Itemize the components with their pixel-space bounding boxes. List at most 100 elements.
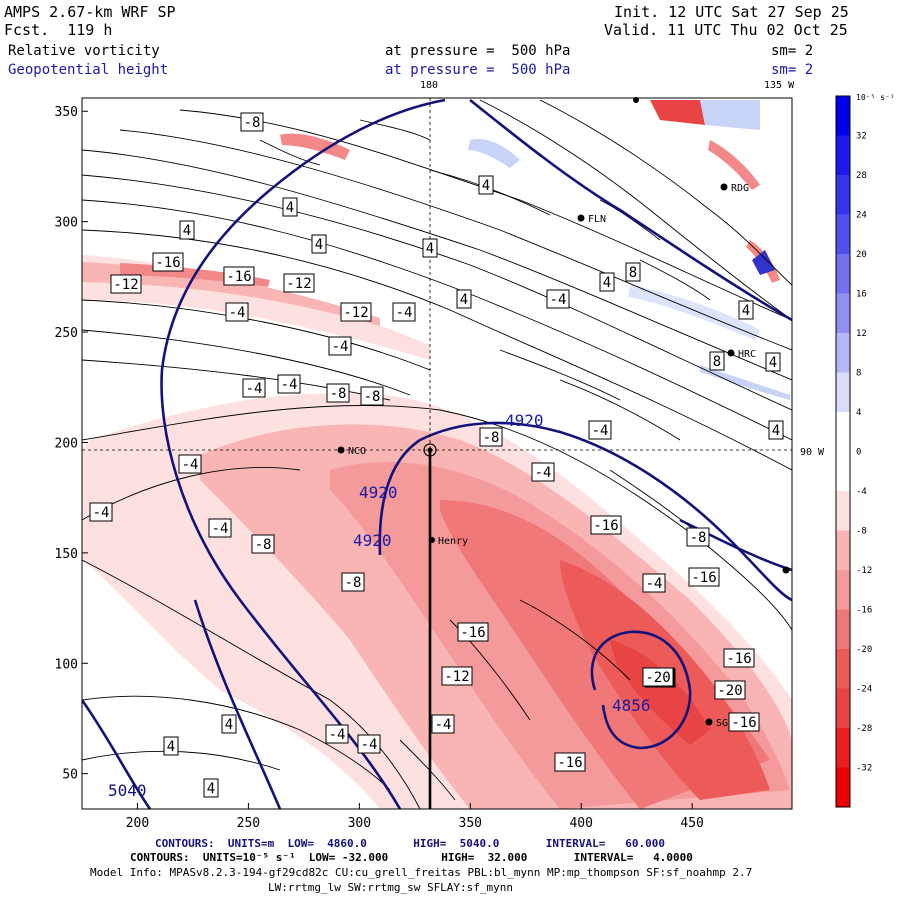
vorticity-label: -8 [251,534,275,554]
valid-time: Valid. 11 UTC Thu 02 Oct 25 [604,21,848,39]
vorticity-label: 4 [765,352,781,372]
svg-text:-4: -4 [435,717,452,733]
y-axis: 50 100 150 200 250 300 350 [55,105,88,783]
station-marker-fln [577,214,585,222]
colorbar-swatch [836,491,850,531]
svg-text:-16: -16 [731,715,756,731]
vorticity-label: -4 [531,462,555,482]
height-label: 4920 [505,411,544,430]
vorticity-label: -8 [686,527,710,547]
vorticity-label: 4 [738,300,754,320]
colorbar-tick-label: 28 [856,171,867,181]
colorbar-tick-label: -24 [856,685,872,695]
field2-label: Geopotential height [8,62,169,78]
svg-text:8: 8 [629,265,637,281]
colorbar-swatch [836,293,850,334]
colorbar-swatch [836,451,850,492]
colorbar-tick-label: 32 [856,132,867,142]
colorbar-tick-label: 12 [856,329,867,339]
svg-text:4: 4 [315,237,323,253]
colorbar-tick-label: 4 [856,408,861,418]
colorbar-swatch [836,333,850,373]
station-label-rdg: RDG [731,183,749,194]
height-label: 4920 [353,531,392,550]
colorbar-swatch [836,688,850,729]
svg-text:-4: -4 [329,727,346,743]
vorticity-label: -4 [277,374,301,394]
level2-label: at pressure = 500 hPa [385,62,571,78]
colorbar-tick-label: -20 [856,645,872,655]
svg-text:-4: -4 [281,377,298,393]
svg-text:-8: -8 [483,430,500,446]
vorticity-shading [82,98,792,809]
vorticity-label: -16 [554,752,586,772]
height-contours [82,98,792,809]
footer-vorticity-contours: CONTOURS: UNITS=10⁻⁵ s⁻¹ LOW= -32.000 HI… [130,851,693,864]
svg-text:4: 4 [482,178,490,194]
svg-text:4: 4 [225,717,233,733]
svg-text:4: 4 [207,781,215,797]
x-tick-label: 450 [680,816,703,831]
vorticity-label: -12 [340,302,372,322]
svg-text:-8: -8 [345,575,362,591]
vorticity-label: -4 [357,734,381,754]
footer-height-contours: CONTOURS: UNITS=m LOW= 4860.0 HIGH= 5040… [155,837,665,850]
footer-model-info: Model Info: MPASv8.2.3-194-gf29cd82c CU:… [90,866,753,879]
vorticity-label: 4 [599,272,615,292]
init-time: Init. 12 UTC Sat 27 Sep 25 [614,3,849,21]
svg-text:-4: -4 [396,305,413,321]
vorticity-label: -4 [546,289,570,309]
colorbar-tick-label: 8 [856,369,861,379]
svg-text:4: 4 [460,292,468,308]
vorticity-label: -4 [89,502,113,522]
vorticity-label: -4 [642,573,666,593]
x-tick-label: 350 [459,816,482,831]
svg-text:-12: -12 [286,276,311,292]
vorticity-label: -20 [714,680,746,700]
height-labels: 4920 4920 4920 4856 5040 [108,411,651,800]
station-marker-henry [429,537,435,543]
x-tick-label: 400 [569,816,592,831]
vorticity-label: -16 [590,515,622,535]
vorticity-label: -4 [242,378,266,398]
station-marker-nco [337,446,345,454]
svg-text:4: 4 [603,275,611,291]
svg-text:-16: -16 [726,651,751,667]
colorbar-swatch [836,530,850,571]
svg-text:-12: -12 [343,305,368,321]
station-label-hrc: HRC [738,349,756,360]
lon-135w-label: 135 W [764,80,795,91]
svg-text:-8: -8 [690,530,707,546]
sm2-label: sm= 2 [771,62,814,78]
stations: NCO Henry RDG FLN HRC SG [337,97,790,729]
vorticity-label: -12 [283,273,315,293]
vorticity-label: -4 [431,714,455,734]
footer-physics-info: LW:rrtmg_lw SW:rrtmg_sw SFLAY:sf_mynn [268,881,514,894]
vorticity-label: 4 [422,238,438,258]
vorticity-label: 4 [282,197,298,217]
svg-text:-4: -4 [93,505,110,521]
lon-90w-label: 90 W [800,447,825,458]
station-label-fln: FLN [588,214,606,225]
station-label-sg: SG [716,718,728,729]
vorticity-label: 4 [768,420,784,440]
y-tick-label: 150 [55,547,78,562]
vorticity-label: 8 [709,351,725,371]
vorticity-label: -4 [328,336,352,356]
pole-marker-dot [427,447,433,453]
station-label-nco: NCO [348,446,366,457]
colorbar-tick-label: 24 [856,211,867,221]
station-marker-rdg [720,183,728,191]
height-label: 4856 [612,696,651,715]
vorticity-label: 4 [478,175,494,195]
colorbar: 32 28 24 20 16 12 8 4 0 -4 -8 -12 -16 -20 -24 -28 -32 10⁻… [835,93,895,808]
colorbar-tick-label: -12 [856,566,872,576]
svg-text:-16: -16 [557,755,582,771]
vorticity-label: -4 [325,724,349,744]
vorticity-label: 4 [179,220,195,240]
colorbar-units: 10⁻⁵ s⁻¹ [856,93,895,102]
vorticity-label: -16 [723,648,755,668]
vorticity-label: -16 [457,622,489,642]
colorbar-swatch [836,649,850,689]
